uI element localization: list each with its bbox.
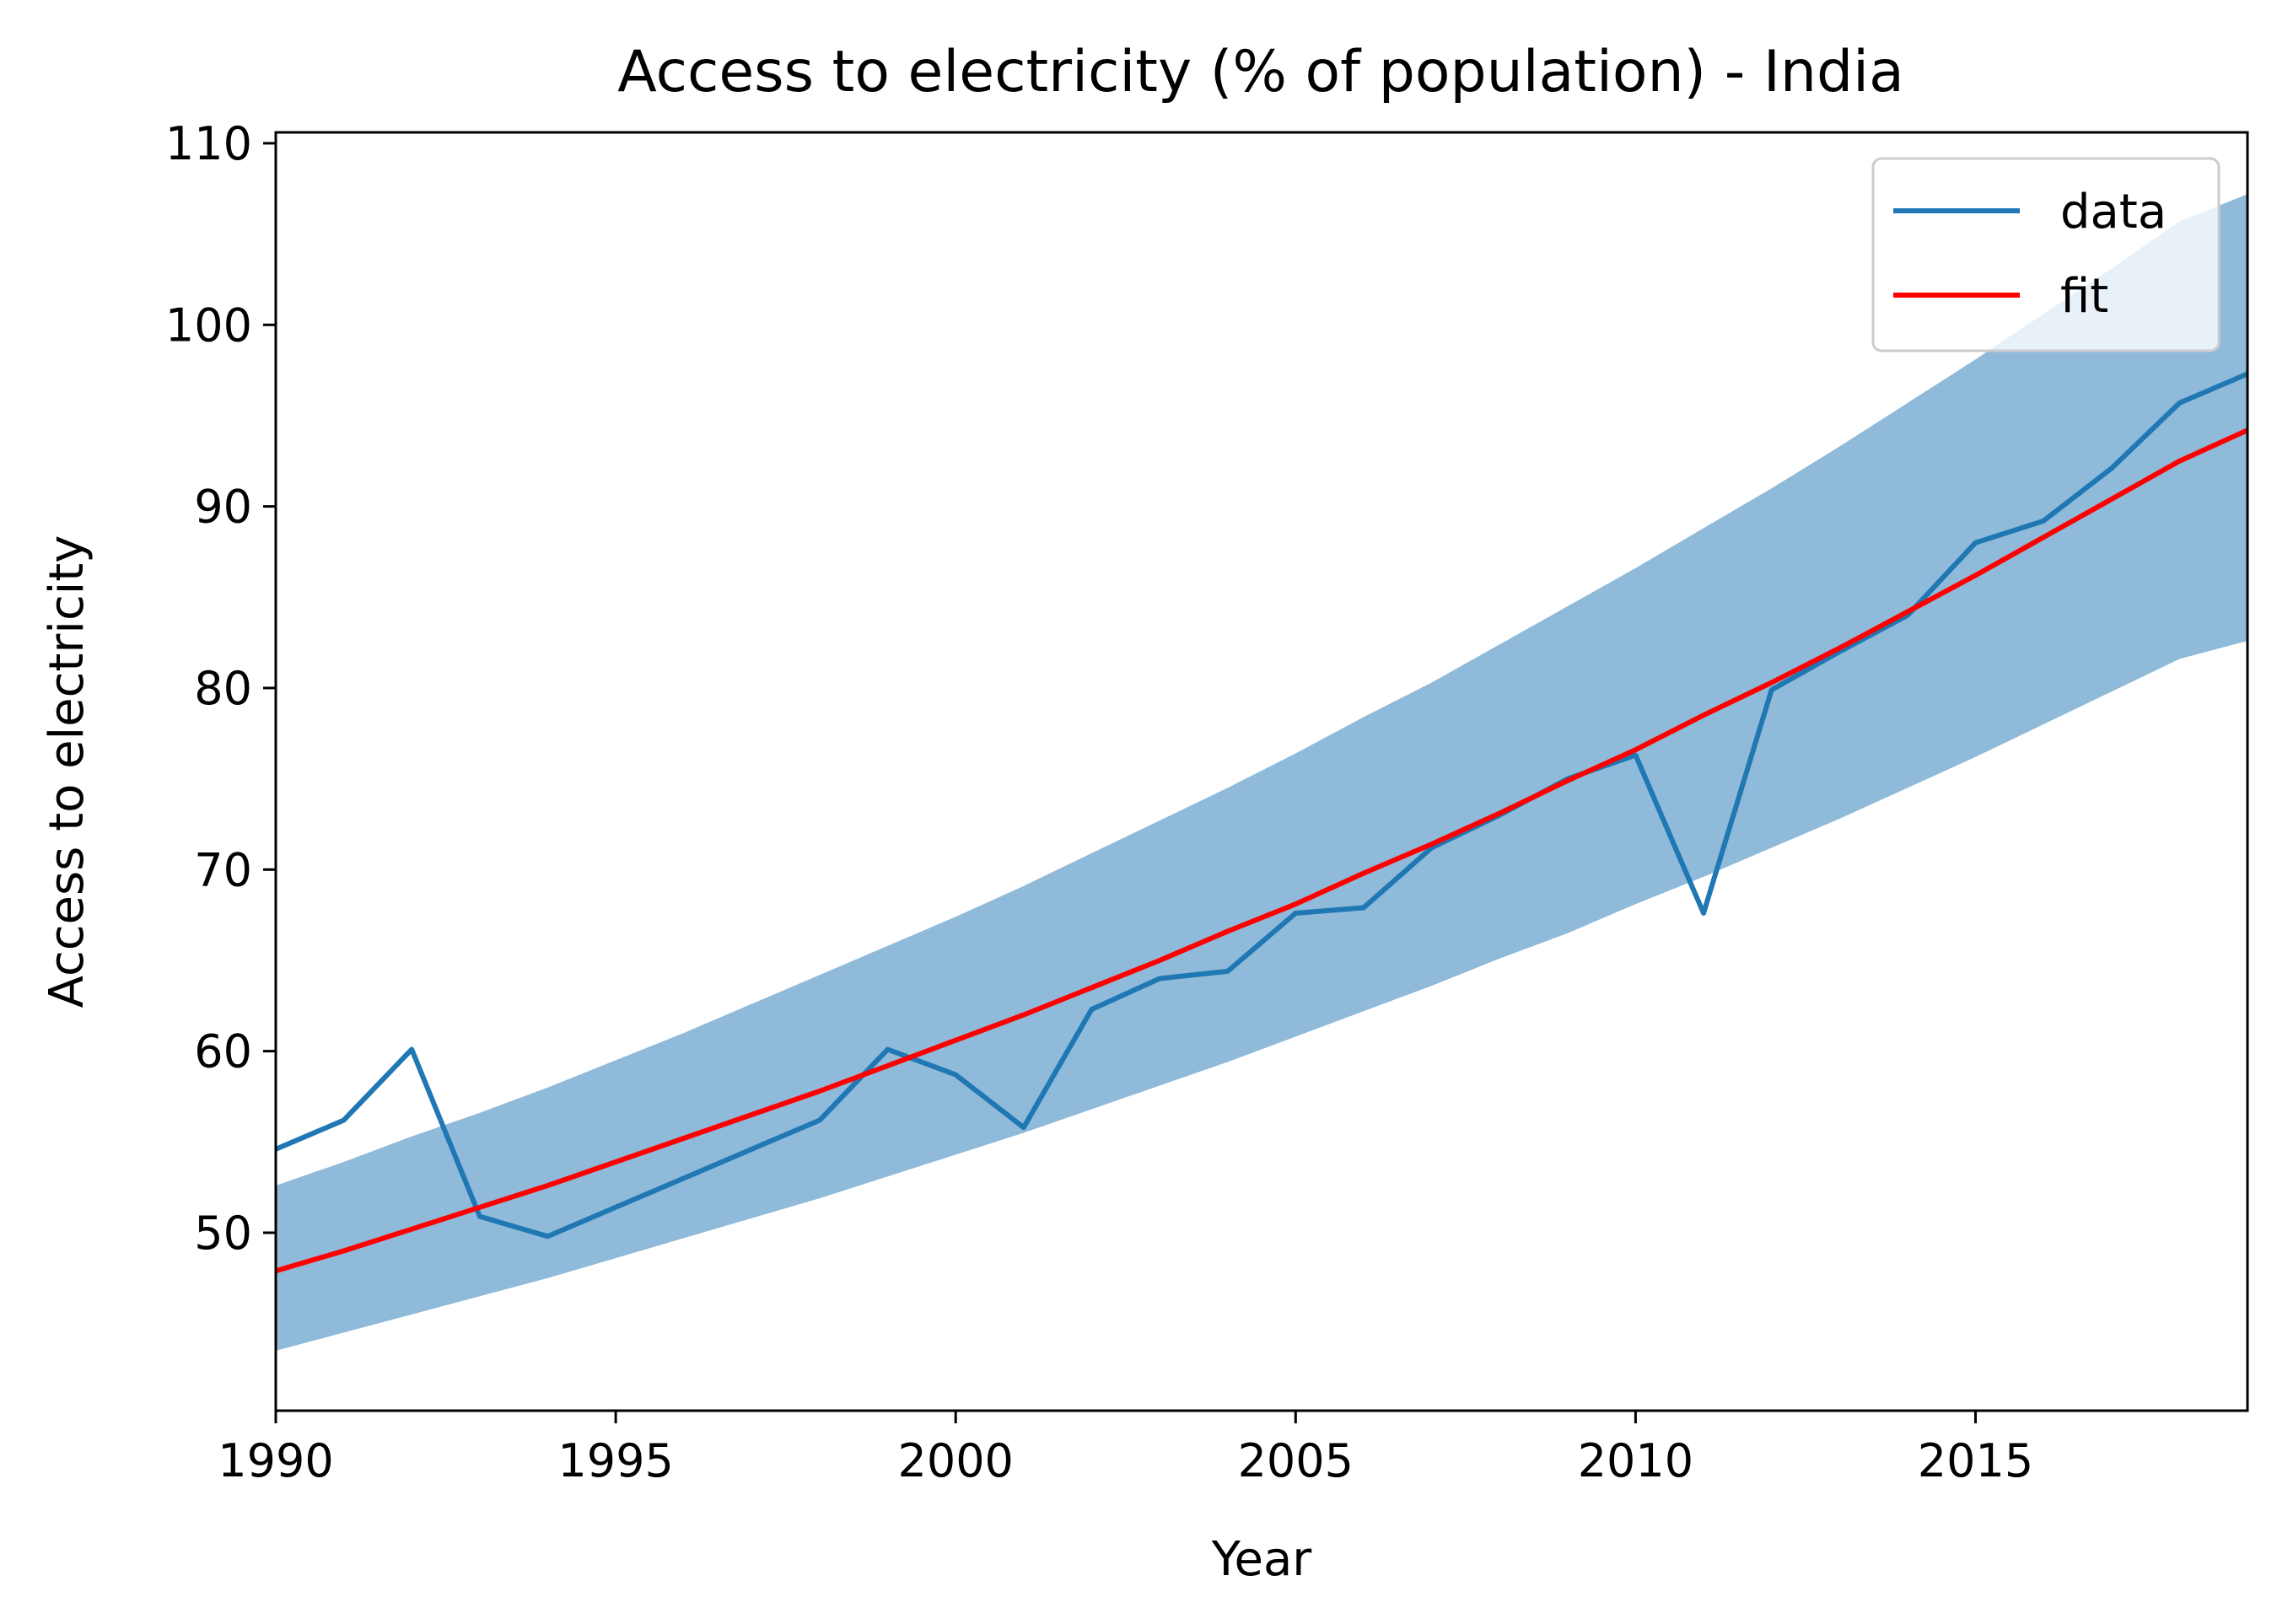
legend-label-fit: fit xyxy=(2060,269,2108,324)
y-tick-label-80: 80 xyxy=(194,662,252,715)
legend: data fit xyxy=(1871,157,2220,352)
legend-box xyxy=(1871,157,2220,352)
y-tick-label-100: 100 xyxy=(165,298,252,352)
x-tick-label-2000: 2000 xyxy=(897,1434,1013,1487)
confidence-band xyxy=(276,194,2247,1351)
y-tick-label-50: 50 xyxy=(194,1207,252,1260)
plot-area xyxy=(274,194,2249,1351)
x-tick-label-1990: 1990 xyxy=(218,1434,333,1487)
x-tick-label-2005: 2005 xyxy=(1238,1434,1354,1487)
chart-title: Access to electricity (% of population) … xyxy=(617,39,1903,105)
x-tick-label-2010: 2010 xyxy=(1578,1434,1693,1487)
y-tick-label-110: 110 xyxy=(165,117,252,170)
x-axis-label: Year xyxy=(1211,1532,1313,1587)
x-tick-label-2015: 2015 xyxy=(1918,1434,2033,1487)
series-line-fit xyxy=(275,428,2249,1274)
y-tick-label-90: 90 xyxy=(194,481,252,534)
y-axis-label: Access to electricity xyxy=(40,535,94,1008)
axes-frame xyxy=(274,131,2249,1412)
y-tick-label-70: 70 xyxy=(194,843,252,896)
y-tick-label-60: 60 xyxy=(194,1025,252,1078)
y-axis: 50 60 70 80 90 100 110 xyxy=(165,117,276,1260)
x-axis: 1990 1995 2000 2005 2010 2015 xyxy=(218,1411,2033,1487)
x-tick-label-1995: 1995 xyxy=(557,1434,673,1487)
legend-label-data: data xyxy=(2060,185,2167,239)
